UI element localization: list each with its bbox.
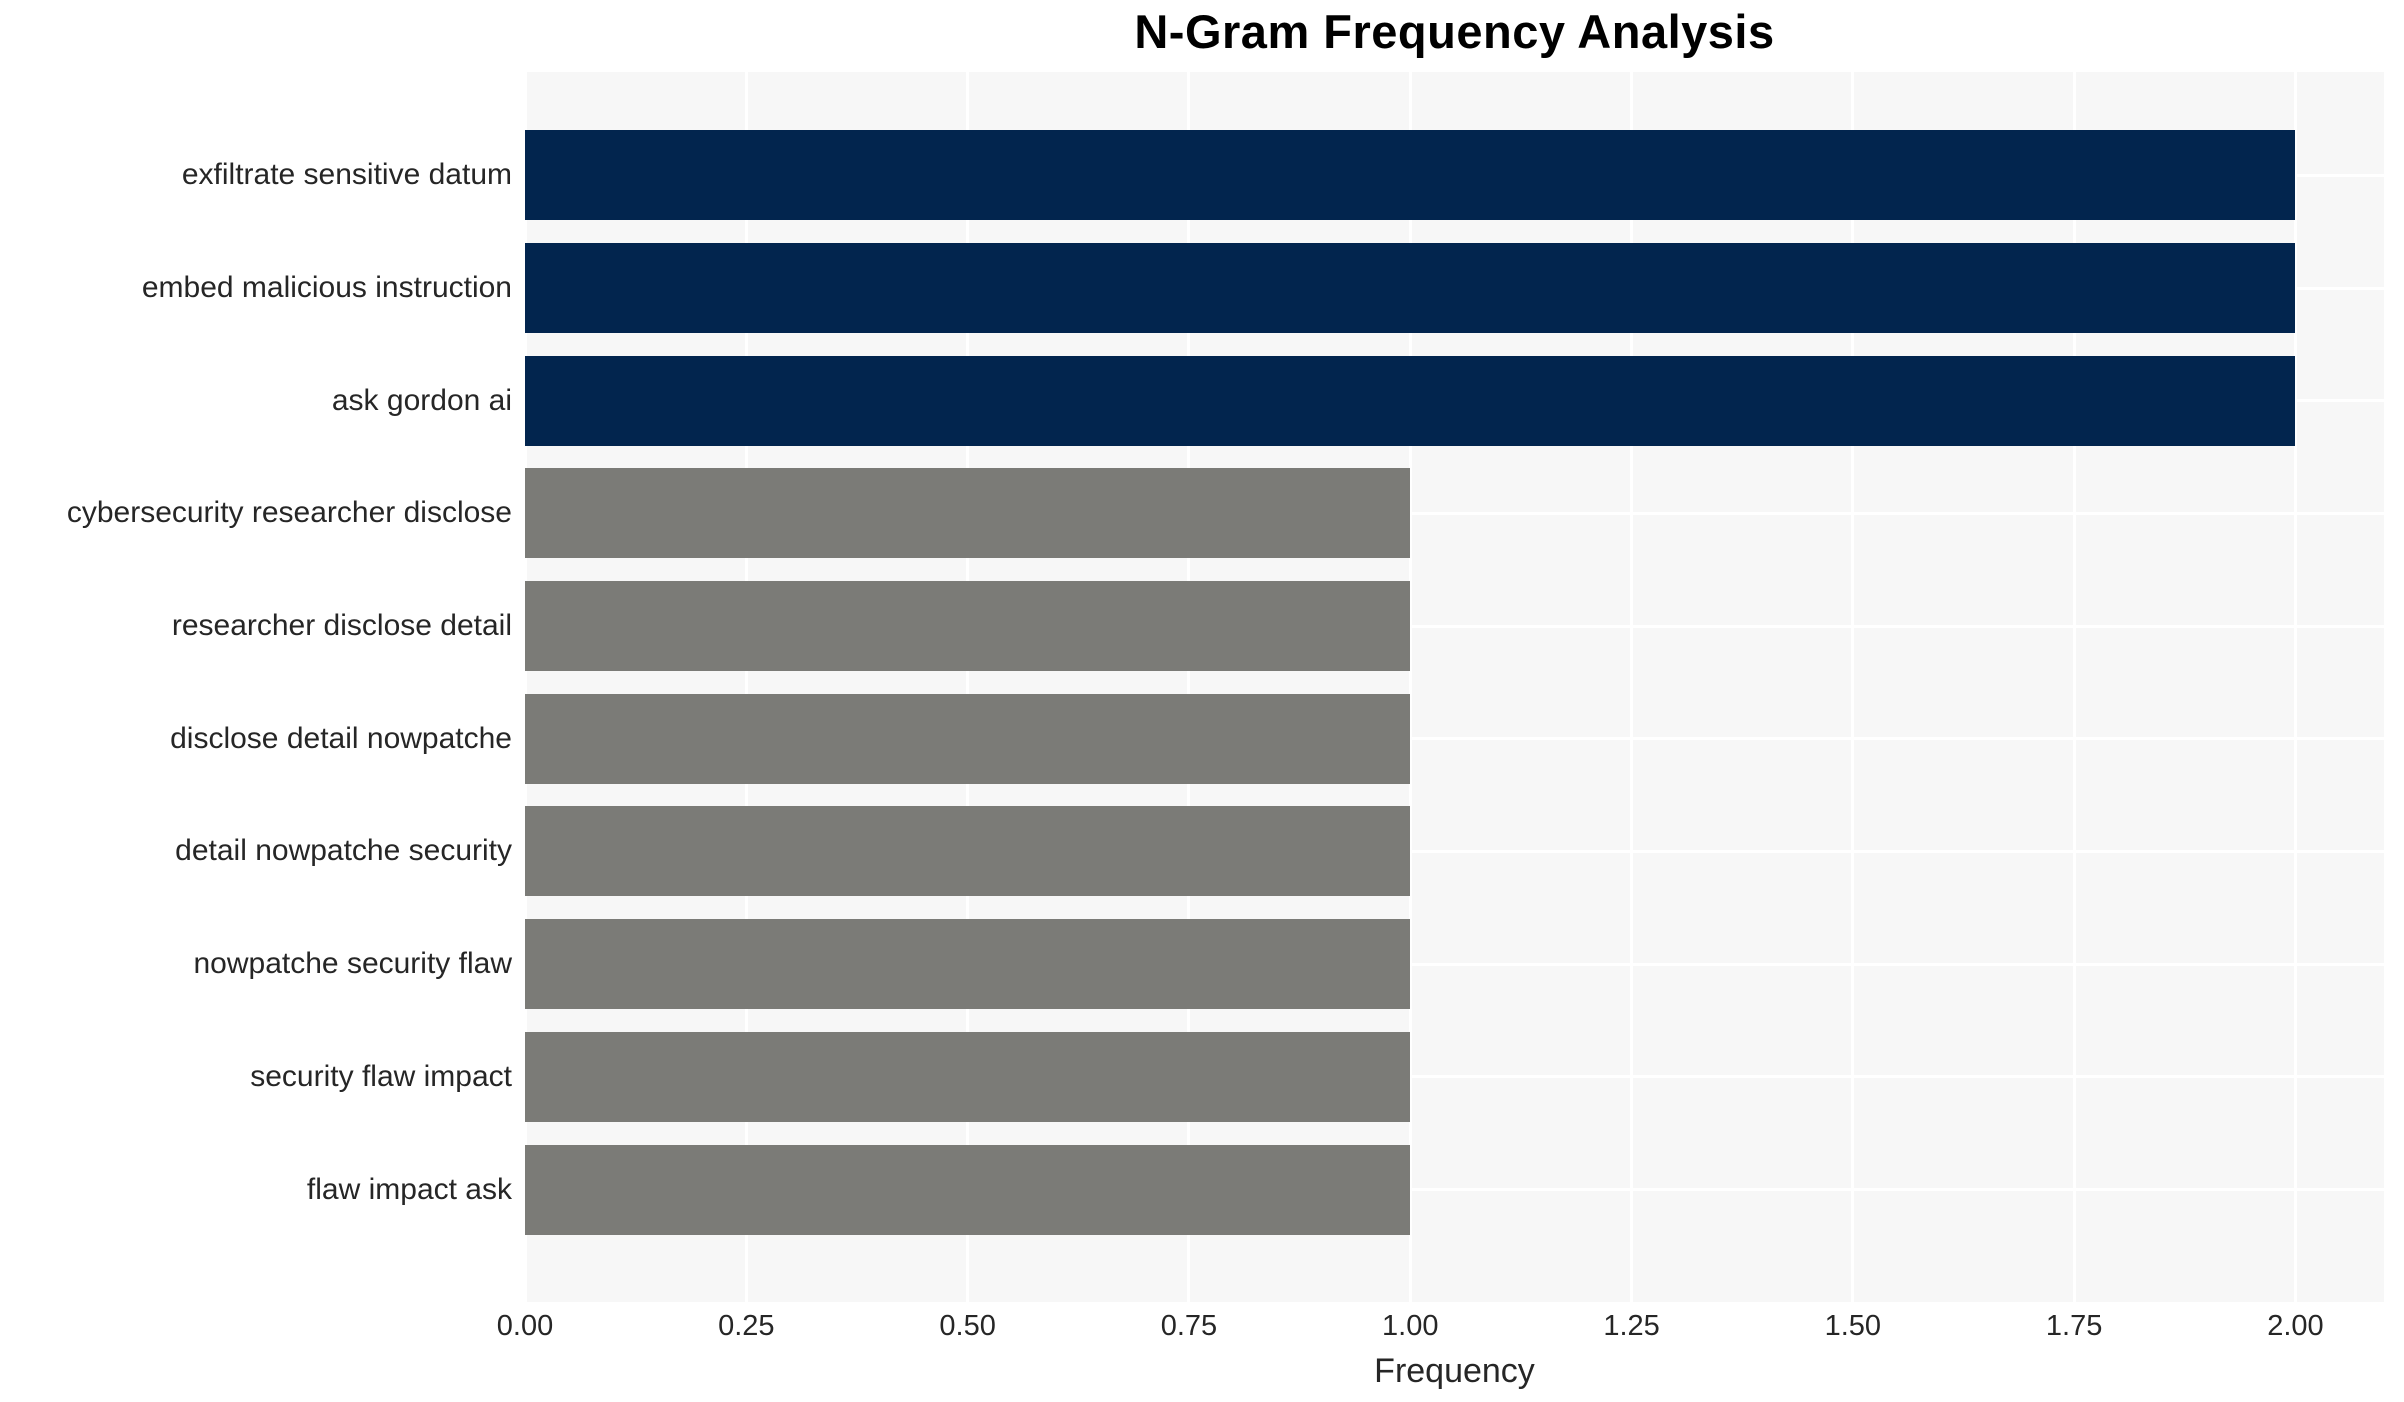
y-tick-label: cybersecurity researcher disclose <box>66 496 512 530</box>
x-tick-label: 1.25 <box>1603 1310 1660 1342</box>
bar-4 <box>525 468 1411 559</box>
bar-row <box>525 1021 2384 1134</box>
horizontal-gridline <box>525 962 2384 966</box>
bar-row <box>525 908 2384 1021</box>
bar-1 <box>525 130 2296 221</box>
bar-5 <box>525 581 1411 672</box>
bar-row <box>525 232 2384 345</box>
x-tick-label: 1.75 <box>2045 1310 2103 1342</box>
vertical-gridline <box>744 72 748 1302</box>
x-tick-label: 1.00 <box>1382 1310 1439 1342</box>
y-tick-label: flaw impact ask <box>306 1172 512 1206</box>
bar-7 <box>525 806 1411 897</box>
x-tick-label: 0.50 <box>939 1310 996 1342</box>
bar-row <box>525 570 2384 683</box>
bar-row <box>525 1133 2384 1246</box>
vertical-gridline <box>1408 72 1412 1302</box>
x-tick-label: 2.00 <box>2267 1310 2324 1342</box>
bar-row <box>525 119 2384 232</box>
horizontal-gridline <box>525 1188 2384 1192</box>
chart-title: N-Gram Frequency Analysis <box>1134 5 1775 58</box>
bar-row <box>525 344 2384 457</box>
y-tick-label: detail nowpatche security <box>175 834 512 868</box>
bar-8 <box>525 919 1411 1010</box>
horizontal-gridline <box>525 849 2384 853</box>
vertical-gridline <box>523 72 527 1302</box>
bar-row <box>525 795 2384 908</box>
y-tick-label: embed malicious instruction <box>141 271 512 305</box>
vertical-gridline <box>1851 72 1855 1302</box>
x-axis-title: Frequency <box>1374 1352 1535 1390</box>
x-tick-label: 0.25 <box>718 1310 775 1342</box>
bar-row <box>525 457 2384 570</box>
horizontal-gridline <box>525 624 2384 628</box>
x-tick-label: 0.00 <box>496 1310 554 1342</box>
y-tick-label: exfiltrate sensitive datum <box>181 158 512 192</box>
y-tick-label: disclose detail nowpatche <box>170 721 512 755</box>
y-tick-label: nowpatche security flaw <box>193 947 513 981</box>
bar-9 <box>525 1031 1411 1122</box>
bar-10 <box>525 1144 1411 1235</box>
x-axis-ticks: 0.00 0.25 0.50 0.75 1.00 1.25 1.50 1.75 2.00 <box>497 1310 2384 1350</box>
bar-3 <box>525 355 2296 446</box>
horizontal-gridline <box>525 511 2384 515</box>
horizontal-gridline <box>525 737 2384 741</box>
y-tick-label: researcher disclose detail <box>171 609 512 643</box>
bar-6 <box>525 693 1411 784</box>
bar-row <box>525 682 2384 795</box>
vertical-gridline <box>1187 72 1191 1302</box>
vertical-gridline <box>1630 72 1634 1302</box>
y-tick-label: security flaw impact <box>250 1059 512 1093</box>
x-tick-label: 0.75 <box>1160 1310 1218 1342</box>
vertical-gridline <box>2072 72 2076 1302</box>
horizontal-gridline <box>525 1075 2384 1079</box>
vertical-gridline <box>2293 72 2297 1302</box>
y-tick-label: ask gordon ai <box>331 383 512 417</box>
x-tick-label: 1.50 <box>1824 1310 1882 1342</box>
plot-area <box>523 72 2384 1302</box>
bar-2 <box>525 243 2296 334</box>
vertical-gridline <box>966 72 970 1302</box>
y-axis-labels: exfiltrate sensitive datum embed maliciou… <box>0 119 512 1246</box>
